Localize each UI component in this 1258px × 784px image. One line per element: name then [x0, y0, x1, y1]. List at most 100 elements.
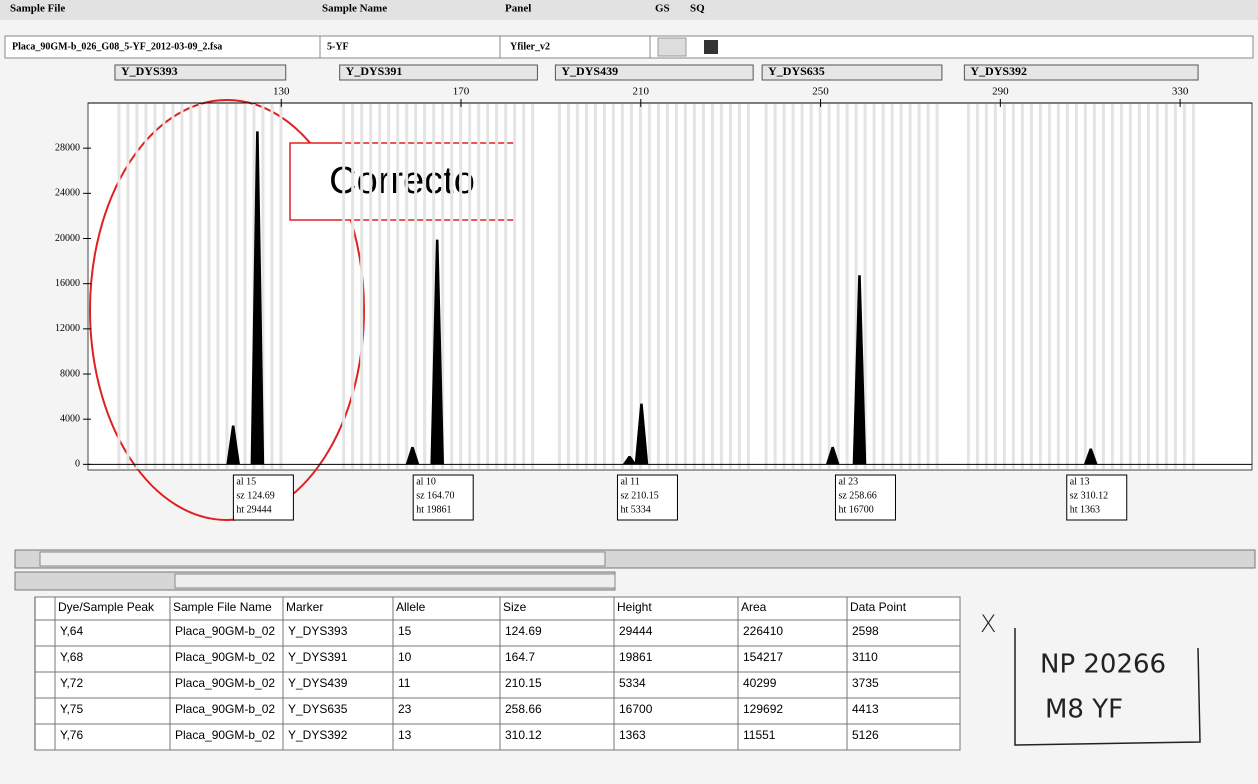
allele-label: al 15: [236, 476, 256, 487]
header-label: Sample Name: [322, 3, 387, 15]
height-label: ht 5334: [620, 504, 650, 515]
table-cell: 13: [398, 728, 412, 742]
marker-label: Y_DYS393: [121, 64, 178, 78]
marker-box: [339, 64, 538, 81]
size-label: sz 124.69: [236, 490, 274, 501]
y-tick-label: 8000: [60, 368, 80, 379]
marker-box: [114, 64, 287, 81]
table-cell: Y,68: [60, 650, 83, 664]
peak-label-box: [616, 474, 678, 521]
column-header: Marker: [286, 600, 323, 614]
table-cell: 40299: [743, 676, 777, 690]
header-label: Panel: [505, 3, 531, 15]
peak: [226, 425, 240, 465]
column-header: Height: [617, 600, 652, 614]
table-cell: 154217: [743, 650, 783, 664]
table-cell: 164.7: [505, 650, 535, 664]
highlight-ellipse: [89, 99, 365, 521]
peak: [634, 403, 649, 465]
marker-label: Y_DYS635: [768, 64, 825, 78]
x-tick-label: 210: [633, 86, 650, 98]
marker-box: [761, 64, 943, 81]
handwritten-text: M8 YF: [1045, 695, 1123, 725]
marker-label: Y_DYS439: [561, 64, 618, 78]
table-cell: 4413: [852, 702, 879, 716]
peak: [405, 446, 420, 465]
x-tick-label: 290: [992, 86, 1009, 98]
column-header: Size: [503, 600, 527, 614]
table-cell: Y,72: [60, 676, 83, 690]
header-bar: [0, 0, 1258, 20]
size-label: sz 210.15: [620, 490, 658, 501]
table-cell: 5334: [619, 676, 646, 690]
marker-box: [963, 64, 1199, 81]
handwritten-box: [1014, 628, 1201, 746]
table-cell: 10: [398, 650, 412, 664]
table-cell: 5126: [852, 728, 879, 742]
peak: [852, 275, 867, 465]
sample-field: Placa_90GM-b_026_G08_5-YF_2012-03-09_2.f…: [12, 41, 222, 52]
table-cell: 19861: [619, 650, 653, 664]
table-cell: 210.15: [505, 676, 542, 690]
x-tick-label: 170: [453, 86, 470, 98]
table-cell: 16700: [619, 702, 653, 716]
table-cell: Placa_90GM-b_02: [175, 650, 275, 664]
allele-label: al 11: [620, 476, 639, 487]
column-header: Sample File Name: [173, 600, 272, 614]
header-label: GS: [655, 3, 670, 15]
table-cell: 129692: [743, 702, 783, 716]
peak: [1083, 448, 1098, 465]
allele-label: al 13: [1070, 476, 1090, 487]
column-header: Data Point: [850, 600, 907, 614]
table-cell: 3110: [852, 650, 878, 664]
y-tick-label: 28000: [55, 142, 80, 153]
header-label: Sample File: [10, 3, 65, 15]
table-cell: 2598: [852, 624, 879, 638]
table-cell: Y_DYS635: [288, 702, 348, 716]
column-header: Allele: [396, 600, 426, 614]
y-tick-label: 24000: [55, 188, 80, 199]
icon-button[interactable]: [704, 40, 718, 54]
scroll-thumb[interactable]: [39, 551, 606, 567]
icon-button[interactable]: [657, 37, 687, 57]
table-cell: Y,76: [60, 728, 83, 742]
table-cell: Y_DYS392: [288, 728, 348, 742]
handwritten-mark: X: [980, 610, 996, 638]
marker-label: Y_DYS391: [346, 64, 403, 78]
height-label: ht 16700: [838, 504, 873, 515]
table-cell: 11551: [743, 728, 776, 742]
peak-label-box: [232, 474, 294, 521]
table-cell: Y_DYS439: [288, 676, 348, 690]
table-cell: 310.12: [505, 728, 542, 742]
table-cell: 23: [398, 702, 412, 716]
sample-field: 5-YF: [327, 41, 349, 52]
peak: [250, 131, 265, 465]
y-tick-label: 16000: [55, 278, 80, 289]
table-cell: 15: [398, 624, 412, 638]
column-header: Dye/Sample Peak: [58, 600, 155, 614]
table-cell: Placa_90GM-b_02: [175, 728, 275, 742]
column-header: Area: [741, 600, 767, 614]
table-cell: 1363: [619, 728, 646, 742]
table-cell: Placa_90GM-b_02: [175, 624, 275, 638]
table-cell: Placa_90GM-b_02: [175, 676, 275, 690]
x-tick-label: 130: [273, 86, 290, 98]
peak-label-box: [412, 474, 474, 521]
handwritten-text: NP 20266: [1040, 650, 1166, 680]
x-tick-label: 330: [1172, 86, 1189, 98]
height-label: ht 29444: [236, 504, 271, 515]
y-tick-label: 20000: [55, 233, 80, 244]
height-label: ht 1363: [1070, 504, 1100, 515]
marker-label: Y_DYS392: [970, 64, 1027, 78]
peak-label-box: [834, 474, 896, 521]
table-cell: 11: [398, 676, 411, 690]
scroll-thumb[interactable]: [174, 573, 616, 589]
sample-field: Yfiler_v2: [510, 41, 550, 52]
table-cell: 226410: [743, 624, 783, 638]
table-cell: Y,64: [60, 624, 83, 638]
sample-row: [4, 35, 1254, 59]
peak: [825, 446, 840, 465]
table-cell: Y_DYS391: [288, 650, 348, 664]
